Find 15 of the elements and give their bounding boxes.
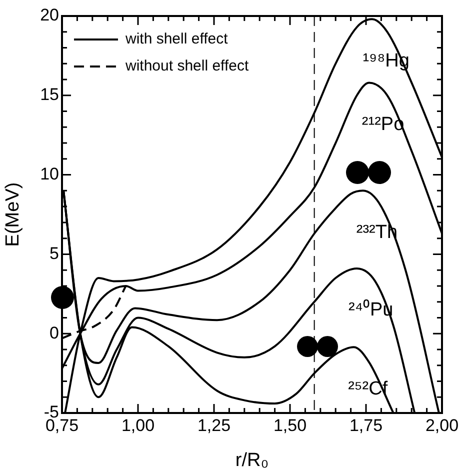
y-tick-label: 0 <box>50 323 59 342</box>
x-tick-label: 2,00 <box>425 416 459 435</box>
y-tick-label: 5 <box>50 244 59 263</box>
y-tick-label: 10 <box>40 164 59 184</box>
x-tick-label: 1,25 <box>197 416 231 435</box>
x-axis-title: r/R₀ <box>235 450 269 471</box>
legend-label: with shell effect <box>124 30 229 48</box>
y-axis-title: E(MeV) <box>2 182 24 247</box>
y-tick-label: 15 <box>40 85 59 104</box>
x-tick-label: 1,50 <box>273 416 307 435</box>
legend-label: without shell effect <box>124 58 250 75</box>
y-tick-label: 20 <box>40 6 59 25</box>
line-series <box>64 18 442 413</box>
x-tick-label: 1,75 <box>349 416 383 435</box>
x-tick-label: 1,00 <box>121 416 155 435</box>
